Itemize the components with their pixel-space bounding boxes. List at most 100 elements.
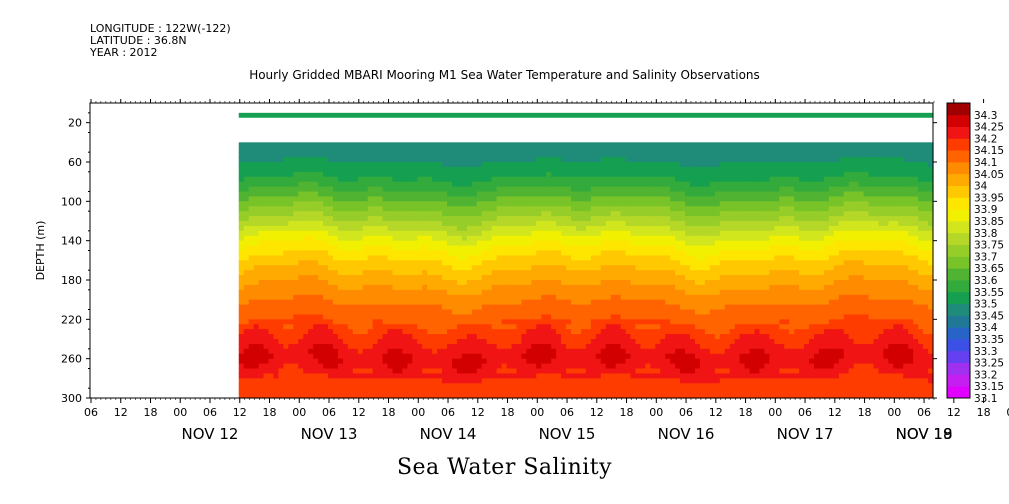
salinity-cell — [615, 162, 622, 168]
salinity-cell — [392, 250, 399, 257]
salinity-cell — [625, 196, 632, 202]
salinity-cell — [318, 319, 324, 325]
salinity-cell — [258, 373, 265, 379]
salinity-cell — [461, 186, 468, 193]
salinity-cell — [367, 265, 374, 271]
salinity-cell — [248, 343, 255, 350]
salinity-cell — [655, 265, 661, 271]
salinity-cell — [699, 358, 706, 365]
salinity-cell — [238, 314, 245, 320]
salinity-cell — [536, 304, 542, 311]
salinity-cell — [501, 343, 508, 350]
salinity-cell — [283, 358, 289, 365]
salinity-cell — [690, 343, 696, 350]
salinity-cell — [437, 378, 443, 384]
salinity-cell — [382, 166, 389, 173]
salinity-cell — [670, 280, 676, 286]
salinity-cell — [561, 383, 567, 389]
salinity-cell — [412, 294, 418, 301]
salinity-cell — [694, 186, 701, 193]
salinity-cell — [665, 186, 671, 193]
salinity-cell — [432, 280, 438, 286]
salinity-cell — [422, 309, 428, 316]
salinity-cell — [352, 181, 359, 188]
salinity-cell — [456, 329, 463, 335]
salinity-cell — [645, 265, 651, 271]
salinity-cell — [501, 206, 508, 212]
salinity-cell — [298, 348, 304, 355]
salinity-cell — [481, 191, 488, 198]
salinity-cell — [238, 230, 245, 237]
salinity-cell — [640, 348, 646, 355]
salinity-cell — [561, 280, 567, 286]
salinity-cell — [352, 339, 359, 345]
salinity-cell — [531, 329, 537, 335]
salinity-cell — [253, 294, 260, 301]
salinity-cell — [491, 363, 498, 370]
salinity-cell — [387, 230, 394, 237]
salinity-cell — [709, 142, 716, 148]
salinity-cell — [451, 373, 458, 379]
salinity-cell — [268, 343, 275, 350]
salinity-cell — [580, 171, 587, 178]
salinity-cell — [481, 265, 488, 271]
salinity-cell — [412, 319, 418, 325]
salinity-cell — [620, 383, 627, 389]
salinity-cell — [402, 393, 408, 399]
salinity-cell — [690, 147, 696, 153]
salinity-cell — [283, 378, 289, 384]
salinity-cell — [635, 289, 642, 296]
salinity-cell — [655, 314, 661, 320]
salinity-cell — [278, 319, 284, 325]
salinity-cell — [635, 368, 642, 375]
salinity-cell — [561, 186, 567, 193]
salinity-cell — [298, 176, 304, 183]
salinity-cell — [551, 289, 557, 296]
salinity-cell — [362, 162, 369, 168]
salinity-cell — [704, 157, 711, 163]
salinity-cell — [694, 343, 701, 350]
salinity-cell — [690, 275, 696, 281]
salinity-cell — [595, 353, 602, 360]
salinity-cell — [447, 368, 453, 375]
salinity-cell — [412, 304, 418, 311]
salinity-cell — [471, 265, 478, 271]
salinity-cell — [481, 343, 488, 350]
salinity-cell — [392, 388, 399, 394]
salinity-cell — [605, 176, 612, 183]
salinity-cell — [665, 348, 671, 355]
salinity-cell — [561, 289, 567, 296]
salinity-cell — [253, 196, 260, 202]
salinity-cell — [273, 378, 280, 384]
salinity-cell — [645, 353, 651, 360]
salinity-cell — [451, 240, 458, 247]
salinity-cell — [501, 211, 508, 217]
salinity-cell — [685, 299, 691, 306]
salinity-cell — [486, 181, 493, 188]
salinity-cell — [427, 245, 433, 252]
salinity-cell — [506, 329, 513, 335]
salinity-cell — [501, 235, 508, 242]
salinity-cell — [461, 221, 468, 227]
salinity-cell — [362, 334, 369, 340]
salinity-cell — [580, 299, 587, 306]
salinity-cell — [580, 358, 587, 365]
salinity-cell — [516, 235, 523, 242]
salinity-cell — [437, 319, 443, 325]
salinity-cell — [283, 348, 289, 355]
salinity-cell — [283, 235, 289, 242]
salinity-cell — [620, 245, 627, 252]
salinity-cell — [546, 358, 552, 365]
salinity-cell — [337, 314, 344, 320]
salinity-cell — [288, 186, 294, 193]
salinity-cell — [501, 368, 508, 375]
salinity-cell — [278, 294, 284, 301]
salinity-cell — [417, 348, 423, 355]
salinity-cell — [660, 378, 666, 384]
salinity-cell — [347, 225, 354, 232]
salinity-cell — [387, 255, 394, 261]
salinity-cell — [491, 255, 498, 261]
salinity-cell — [347, 280, 354, 286]
salinity-cell — [610, 368, 617, 375]
salinity-cell — [511, 260, 518, 266]
